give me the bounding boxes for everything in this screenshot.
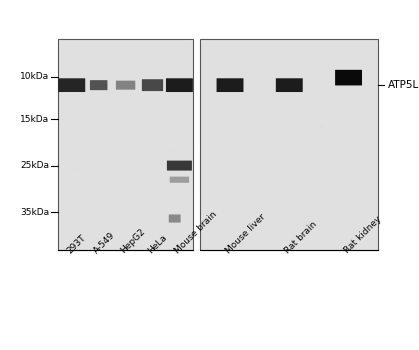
Bar: [177, 181, 180, 182]
Text: A-549: A-549: [92, 230, 117, 255]
Bar: [165, 148, 173, 150]
Bar: [120, 199, 124, 203]
Bar: [302, 85, 304, 89]
Bar: [187, 74, 190, 75]
Bar: [189, 148, 196, 151]
FancyBboxPatch shape: [170, 177, 189, 183]
Bar: [98, 243, 101, 245]
Text: Rat kidney: Rat kidney: [342, 215, 383, 255]
Bar: [64, 71, 69, 73]
FancyBboxPatch shape: [169, 215, 181, 223]
FancyBboxPatch shape: [142, 79, 163, 91]
Bar: [113, 233, 116, 235]
Bar: [357, 85, 362, 86]
Text: Mouse brain: Mouse brain: [173, 209, 219, 255]
Bar: [239, 134, 244, 136]
Bar: [73, 152, 77, 153]
Bar: [158, 133, 163, 136]
Bar: [362, 168, 363, 172]
Bar: [302, 43, 304, 44]
Text: HepG2: HepG2: [119, 227, 147, 255]
Text: 15kDa: 15kDa: [20, 114, 49, 124]
Bar: [79, 78, 81, 82]
Bar: [317, 128, 319, 130]
Bar: [200, 38, 378, 250]
Bar: [100, 187, 102, 189]
FancyBboxPatch shape: [90, 80, 107, 90]
Text: 35kDa: 35kDa: [20, 208, 49, 217]
Bar: [140, 245, 142, 247]
Bar: [356, 206, 360, 209]
Bar: [355, 91, 361, 95]
Bar: [109, 48, 115, 51]
Bar: [348, 181, 351, 182]
Bar: [65, 174, 70, 177]
Bar: [92, 103, 97, 106]
Bar: [290, 79, 295, 82]
Bar: [70, 170, 72, 174]
Bar: [246, 131, 252, 134]
Bar: [58, 38, 193, 250]
Bar: [241, 99, 247, 100]
Bar: [341, 191, 345, 192]
FancyBboxPatch shape: [335, 70, 362, 85]
Bar: [76, 176, 83, 178]
Text: ATP5L: ATP5L: [388, 80, 419, 90]
Bar: [230, 132, 236, 134]
Bar: [74, 240, 80, 242]
Bar: [98, 169, 103, 172]
FancyBboxPatch shape: [167, 161, 192, 170]
Bar: [240, 118, 242, 119]
Bar: [323, 167, 330, 168]
Bar: [290, 127, 295, 128]
Text: Mouse liver: Mouse liver: [224, 212, 267, 255]
FancyBboxPatch shape: [276, 78, 303, 92]
Bar: [292, 109, 297, 112]
Bar: [257, 210, 262, 213]
Bar: [299, 137, 302, 138]
Bar: [181, 229, 184, 230]
Bar: [283, 133, 287, 135]
Bar: [106, 183, 109, 185]
Bar: [319, 124, 323, 128]
Text: HeLa: HeLa: [146, 232, 169, 255]
Bar: [98, 212, 105, 215]
Text: 10kDa: 10kDa: [20, 72, 49, 81]
FancyBboxPatch shape: [116, 80, 135, 90]
Bar: [78, 121, 83, 123]
Bar: [254, 159, 257, 161]
FancyBboxPatch shape: [217, 78, 243, 92]
Bar: [215, 203, 220, 205]
Bar: [324, 216, 327, 219]
Bar: [184, 46, 191, 48]
Bar: [176, 147, 179, 150]
Bar: [205, 144, 208, 146]
Bar: [305, 41, 310, 45]
Text: 25kDa: 25kDa: [20, 161, 49, 170]
Bar: [72, 168, 78, 171]
Bar: [209, 183, 214, 186]
Bar: [216, 158, 222, 159]
FancyBboxPatch shape: [166, 78, 193, 92]
Bar: [189, 195, 195, 198]
Bar: [94, 108, 98, 111]
Bar: [357, 240, 362, 243]
Bar: [91, 192, 93, 195]
Text: Rat brain: Rat brain: [283, 219, 318, 255]
Text: 293T: 293T: [65, 233, 88, 255]
FancyBboxPatch shape: [58, 78, 85, 92]
